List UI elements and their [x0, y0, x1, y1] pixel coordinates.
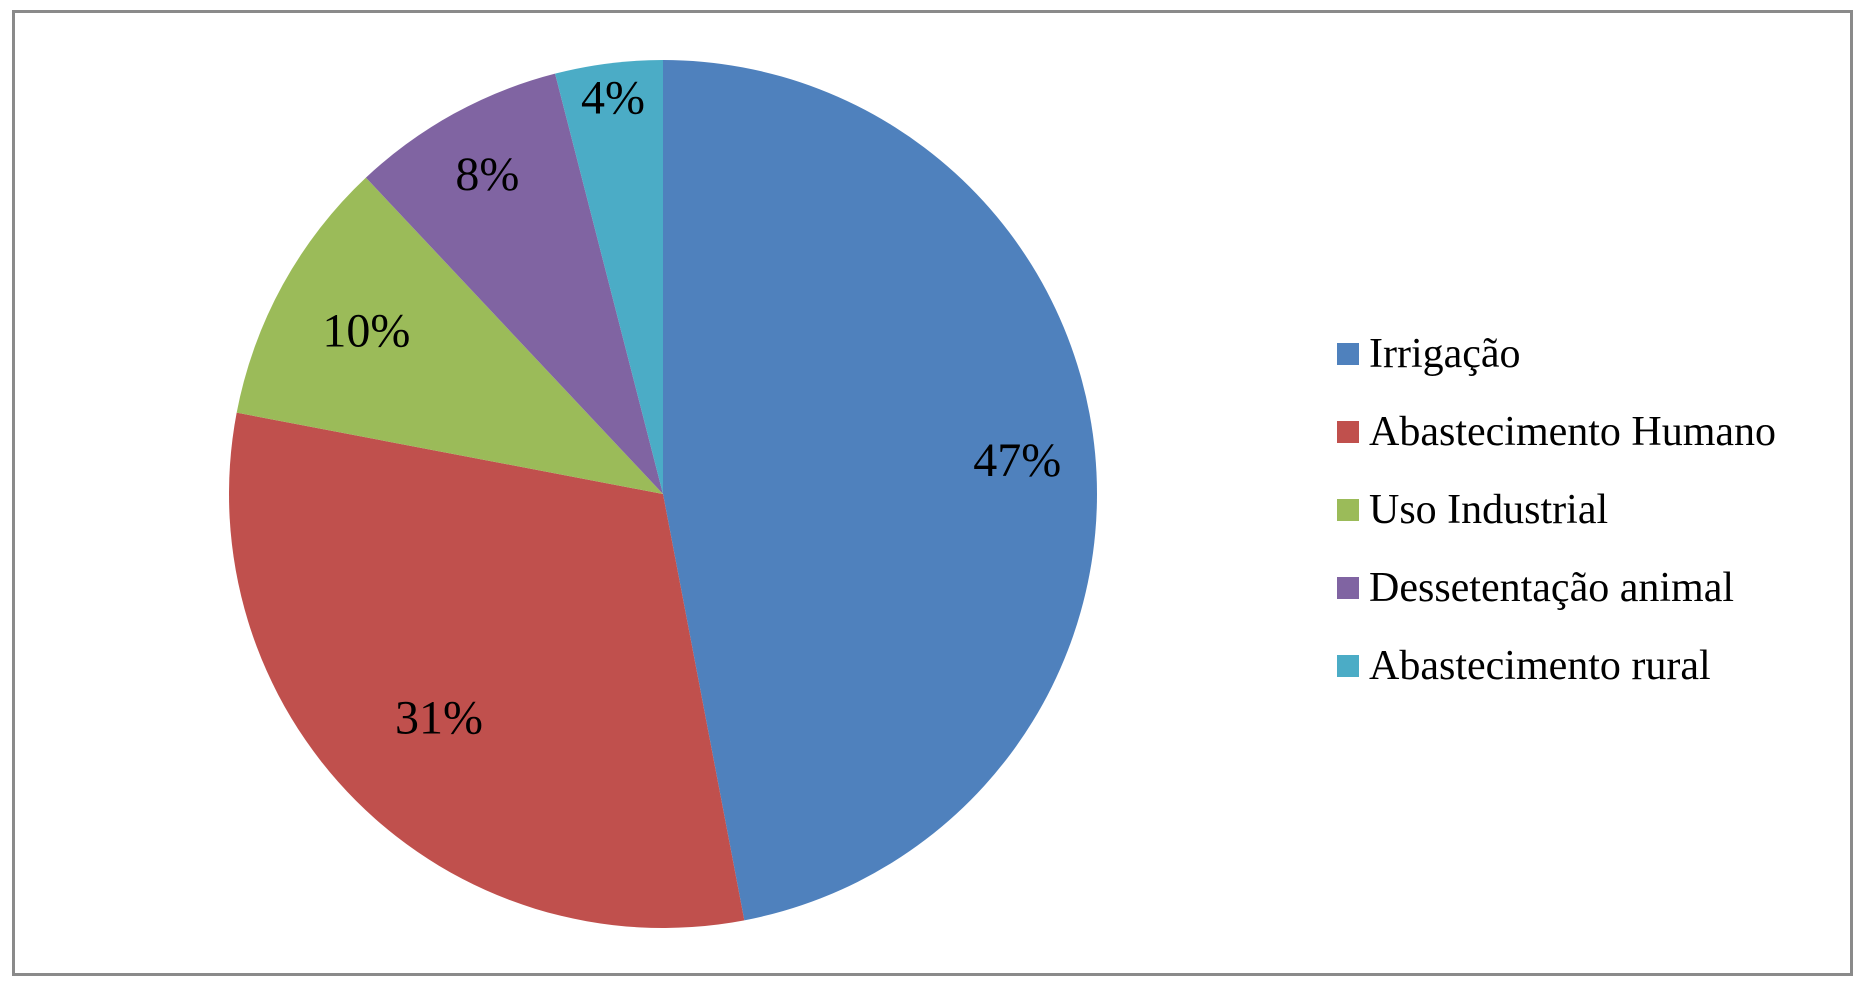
data-label-uso-industrial: 10%: [322, 304, 410, 357]
legend-swatch-abastecimento-rural: [1337, 655, 1359, 677]
legend-swatch-irrigacao: [1337, 343, 1359, 365]
data-label-irrigacao: 47%: [973, 434, 1061, 487]
legend: Irrigação Abastecimento Humano Uso Indus…: [1337, 315, 1837, 705]
legend-item: Irrigação: [1337, 315, 1837, 393]
legend-swatch-uso-industrial: [1337, 499, 1359, 521]
legend-label-uso-industrial: Uso Industrial: [1369, 487, 1609, 533]
pie-data-labels: 47% 31% 10% 8% 4%: [322, 71, 1061, 744]
legend-label-dessetentacao-animal: Dessetentação animal: [1369, 565, 1734, 611]
legend-item: Uso Industrial: [1337, 471, 1837, 549]
legend-item: Abastecimento rural: [1337, 627, 1837, 705]
pie-slice-dessetentacao-animal: [365, 73, 663, 494]
legend-swatch-dessetentacao-animal: [1337, 577, 1359, 599]
legend-label-irrigacao: Irrigação: [1369, 331, 1521, 377]
legend-item: Abastecimento Humano: [1337, 393, 1837, 471]
legend-label-abastecimento-humano: Abastecimento Humano: [1369, 409, 1777, 455]
pie-slice-irrigacao: [663, 60, 1098, 921]
pie-slice-abastecimento-humano: [228, 412, 745, 928]
pie-slice-uso-industrial: [236, 177, 664, 494]
pie-slices: [228, 60, 1098, 928]
legend-item: Dessetentação animal: [1337, 549, 1837, 627]
data-label-abastecimento-rural: 4%: [581, 71, 645, 124]
legend-label-abastecimento-rural: Abastecimento rural: [1369, 643, 1711, 689]
data-label-abastecimento-humano: 31%: [395, 692, 483, 745]
pie-slice-abastecimento-rural: [555, 60, 663, 494]
legend-swatch-abastecimento-humano: [1337, 421, 1359, 443]
data-label-dessetentacao-animal: 8%: [455, 148, 519, 201]
